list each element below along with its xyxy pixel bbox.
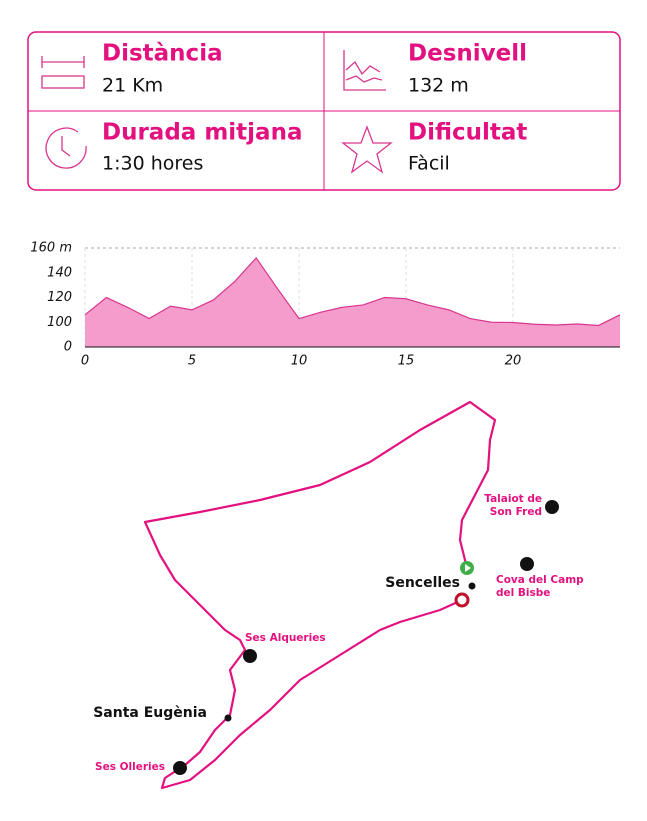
town-dot: [224, 714, 232, 722]
y-tick-label: 140: [47, 265, 72, 280]
poi-label: Talaiot de: [484, 493, 542, 505]
icon-elevation: [343, 50, 386, 91]
stat-title: Desnivell: [408, 41, 527, 67]
icon-distance: [41, 56, 85, 89]
line: [84, 256, 621, 327]
icon-star: [341, 125, 393, 174]
x-tick-label: 10: [291, 354, 308, 369]
talaiot-icon: [545, 500, 559, 514]
stat-value: 21 Km: [102, 75, 163, 97]
poi-label: Ses Olleries: [95, 761, 165, 773]
stat-title: Durada mitjana: [102, 120, 302, 146]
talaiot-icon: [520, 557, 534, 571]
stat-value: Fàcil: [408, 153, 450, 175]
town-label: Sencelles: [385, 575, 460, 591]
stat-value: 1:30 hores: [102, 153, 203, 175]
y-tick-label: 160 m: [30, 241, 72, 256]
poi-label: Ses Alqueries: [245, 632, 326, 644]
poi-label: Son Fred: [490, 506, 542, 518]
museum-icon: [243, 649, 257, 663]
route: [143, 400, 497, 790]
start-arrow: [465, 564, 471, 572]
area: [85, 257, 620, 347]
y-tick-label: 100: [47, 315, 72, 330]
poi-label: del Bisbe: [496, 587, 550, 599]
town-label: Santa Eugènia: [93, 705, 207, 721]
y-tick-label: 120: [47, 290, 72, 305]
x-tick-label: 0: [81, 354, 89, 369]
stat-title: Distància: [102, 41, 223, 67]
x-tick-label: 5: [188, 354, 196, 369]
stat-value: 132 m: [408, 75, 469, 97]
x-tick-label: 15: [398, 354, 415, 369]
museum-icon: [173, 761, 187, 775]
icon-clock: [45, 127, 87, 169]
x-tick-label: 20: [505, 354, 522, 369]
y-tick-label: 0: [64, 340, 72, 355]
town-dot: [468, 582, 476, 590]
poi-label: Cova del Camp: [496, 574, 584, 586]
elevation-chart: 0 100 120 140 160 m 0 5 10 15 20: [30, 241, 621, 369]
stat-title: Dificultat: [408, 120, 527, 146]
end-marker: [454, 592, 470, 608]
